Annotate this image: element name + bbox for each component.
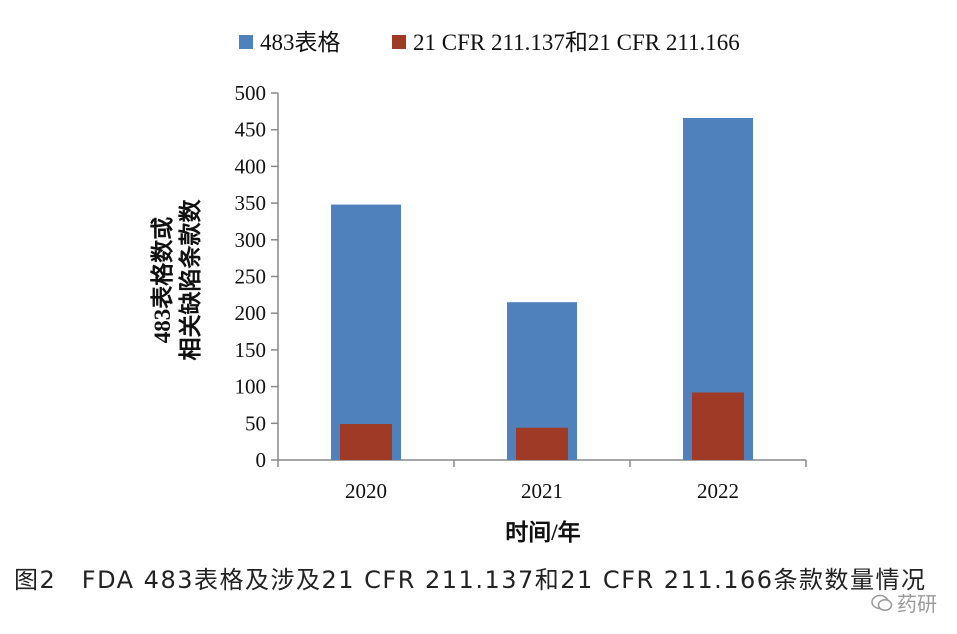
- y-tick-label: 450: [235, 118, 267, 142]
- watermark-text: 药研: [897, 592, 937, 616]
- y-tick-label: 350: [235, 191, 267, 215]
- y-axis-title-line-1: 483表格数或: [149, 217, 175, 344]
- x-tick-label: 2021: [521, 479, 563, 503]
- bar-series-2-2022: [692, 392, 744, 460]
- x-axis-title: 时间/年: [505, 519, 580, 545]
- y-tick-label: 250: [235, 265, 267, 289]
- y-tick-label: 300: [235, 228, 267, 252]
- y-tick-label: 500: [235, 81, 267, 105]
- bar-series-2-2021: [516, 427, 568, 460]
- y-tick-label: 200: [235, 301, 267, 325]
- y-tick-label: 50: [245, 411, 266, 435]
- x-tick-label: 2020: [345, 479, 387, 503]
- bar-series-2-2020: [340, 424, 392, 460]
- legend-label-series-1: 483表格: [260, 30, 341, 55]
- bar-series-1-2020: [331, 204, 401, 460]
- y-tick-label: 100: [235, 375, 267, 399]
- legend-swatch-series-2: [392, 35, 406, 49]
- y-axis-title-line-2: 相关缺陷条款数: [177, 199, 203, 361]
- legend-label-series-2: 21 CFR 211.137和21 CFR 211.166: [413, 30, 740, 55]
- figure-caption: 图2 FDA 483表格及涉及21 CFR 211.137和21 CFR 211…: [14, 566, 927, 594]
- y-tick-label: 400: [235, 154, 267, 178]
- wechat-icon: [871, 594, 893, 611]
- y-tick-label: 150: [235, 338, 267, 362]
- y-tick-label: 0: [256, 448, 267, 472]
- x-tick-label: 2022: [697, 479, 739, 503]
- x-axis-ticks: 2020 2021 2022: [277, 460, 807, 503]
- watermark: 药研: [871, 588, 937, 617]
- legend: 483表格 21 CFR 211.137和21 CFR 211.166: [239, 30, 740, 55]
- y-axis-title: 483表格数或 相关缺陷条款数: [149, 199, 203, 361]
- legend-swatch-series-1: [239, 35, 253, 49]
- y-axis-ticks: 0 50 100 150 200 250 300 350 400 450 500: [235, 81, 278, 472]
- bars: [331, 117, 753, 461]
